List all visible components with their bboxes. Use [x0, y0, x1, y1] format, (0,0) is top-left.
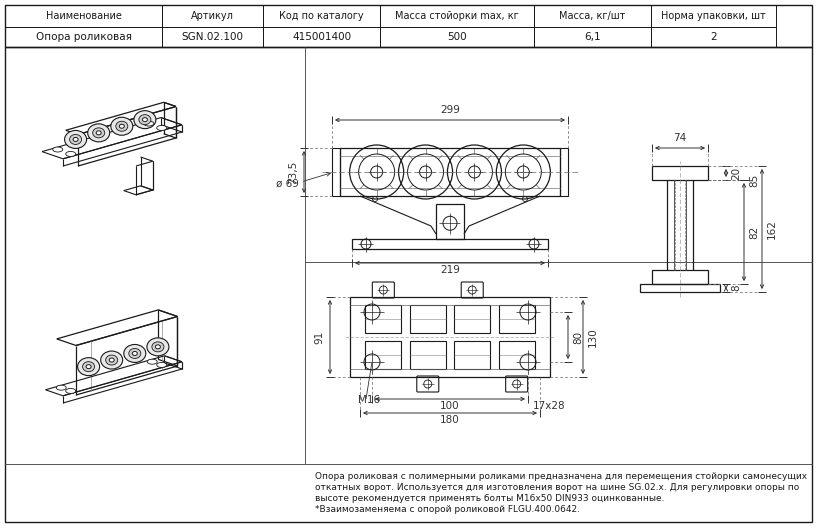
Bar: [5, 47, 812, 522]
Bar: [454, 341, 490, 369]
Ellipse shape: [142, 118, 147, 122]
Bar: [498, 341, 534, 369]
Ellipse shape: [152, 342, 164, 352]
Ellipse shape: [129, 348, 141, 359]
Bar: [652, 166, 708, 180]
Ellipse shape: [100, 351, 123, 369]
Text: 85: 85: [749, 173, 759, 187]
Ellipse shape: [65, 152, 76, 156]
Ellipse shape: [53, 147, 63, 152]
Ellipse shape: [147, 338, 169, 356]
Text: M16: M16: [358, 395, 380, 405]
Text: 73,5: 73,5: [288, 160, 298, 184]
Ellipse shape: [147, 359, 157, 364]
Text: Код по каталогу: Код по каталогу: [279, 11, 364, 21]
Bar: [640, 284, 720, 292]
Text: Артикул: Артикул: [191, 11, 234, 21]
Text: Норма упаковки, шт: Норма упаковки, шт: [661, 11, 766, 21]
Bar: [163, 27, 263, 47]
Text: 74: 74: [673, 133, 686, 143]
Text: SGN.02.100: SGN.02.100: [182, 32, 243, 42]
Text: 180: 180: [440, 415, 460, 425]
Text: высоте рекомендуется применять болты М16х50 DIN933 оцинкованные.: высоте рекомендуется применять болты М16…: [315, 494, 664, 503]
Bar: [350, 297, 550, 377]
Text: Опора роликовая: Опора роликовая: [36, 32, 132, 42]
Bar: [5, 27, 163, 47]
Ellipse shape: [144, 121, 154, 126]
Ellipse shape: [157, 362, 167, 368]
Bar: [498, 305, 534, 333]
Bar: [454, 305, 490, 333]
Text: 2: 2: [710, 32, 717, 42]
Ellipse shape: [87, 124, 109, 142]
Bar: [263, 5, 380, 27]
Bar: [560, 148, 568, 196]
Ellipse shape: [139, 115, 151, 124]
Bar: [534, 5, 650, 27]
Bar: [332, 148, 340, 196]
Bar: [5, 5, 163, 27]
Bar: [163, 5, 263, 27]
Ellipse shape: [132, 352, 137, 355]
Bar: [650, 27, 775, 47]
Bar: [436, 204, 464, 239]
Bar: [650, 5, 775, 27]
Text: 130: 130: [588, 327, 598, 347]
Text: 6,1: 6,1: [584, 32, 600, 42]
Bar: [352, 239, 548, 249]
Bar: [263, 27, 380, 47]
Ellipse shape: [78, 358, 100, 376]
Ellipse shape: [116, 121, 127, 131]
Text: 415001400: 415001400: [292, 32, 351, 42]
Bar: [534, 27, 650, 47]
Text: Опора роликовая с полимерными роликами предназначена для перемещения стойорки са: Опора роликовая с полимерными роликами п…: [315, 472, 807, 481]
Ellipse shape: [92, 128, 105, 138]
Text: 20: 20: [731, 167, 741, 180]
Text: 219: 219: [440, 265, 460, 275]
Bar: [380, 5, 534, 27]
Text: откатных ворот. Используется для изготовления ворот на шине SG.02.х. Для регулир: откатных ворот. Используется для изготов…: [315, 483, 799, 492]
Ellipse shape: [86, 364, 92, 369]
Ellipse shape: [56, 385, 66, 390]
Ellipse shape: [83, 362, 95, 372]
Text: 162: 162: [767, 219, 777, 239]
Ellipse shape: [134, 111, 156, 129]
Ellipse shape: [105, 355, 118, 365]
Text: 500: 500: [447, 32, 467, 42]
Ellipse shape: [111, 117, 133, 135]
Text: 8: 8: [731, 285, 741, 292]
Bar: [340, 148, 560, 196]
Bar: [410, 341, 446, 369]
Bar: [652, 270, 708, 284]
Text: ø 69: ø 69: [276, 179, 299, 189]
Ellipse shape: [73, 137, 78, 142]
Ellipse shape: [124, 344, 145, 362]
Bar: [365, 341, 401, 369]
Ellipse shape: [69, 135, 82, 145]
Ellipse shape: [65, 388, 76, 394]
Text: 80: 80: [573, 330, 583, 344]
Text: Масса, кг/шт: Масса, кг/шт: [559, 11, 625, 21]
Bar: [365, 305, 401, 333]
Text: Наименование: Наименование: [46, 11, 122, 21]
Bar: [410, 305, 446, 333]
Text: 299: 299: [440, 105, 460, 115]
Text: 82: 82: [749, 226, 759, 239]
Bar: [5, 5, 812, 47]
Ellipse shape: [65, 130, 87, 148]
Text: Масса стойорки max, кг: Масса стойорки max, кг: [395, 11, 519, 21]
Bar: [380, 27, 534, 47]
Ellipse shape: [109, 358, 114, 362]
Text: *Взаимозаменяема с опорой роликовой FLGU.400.0642.: *Взаимозаменяема с опорой роликовой FLGU…: [315, 505, 580, 514]
Ellipse shape: [155, 345, 160, 349]
Ellipse shape: [119, 124, 124, 128]
Text: 17x28: 17x28: [533, 401, 565, 411]
Ellipse shape: [96, 131, 101, 135]
Ellipse shape: [157, 126, 167, 130]
Text: 91: 91: [314, 330, 324, 344]
Text: 100: 100: [440, 401, 460, 411]
